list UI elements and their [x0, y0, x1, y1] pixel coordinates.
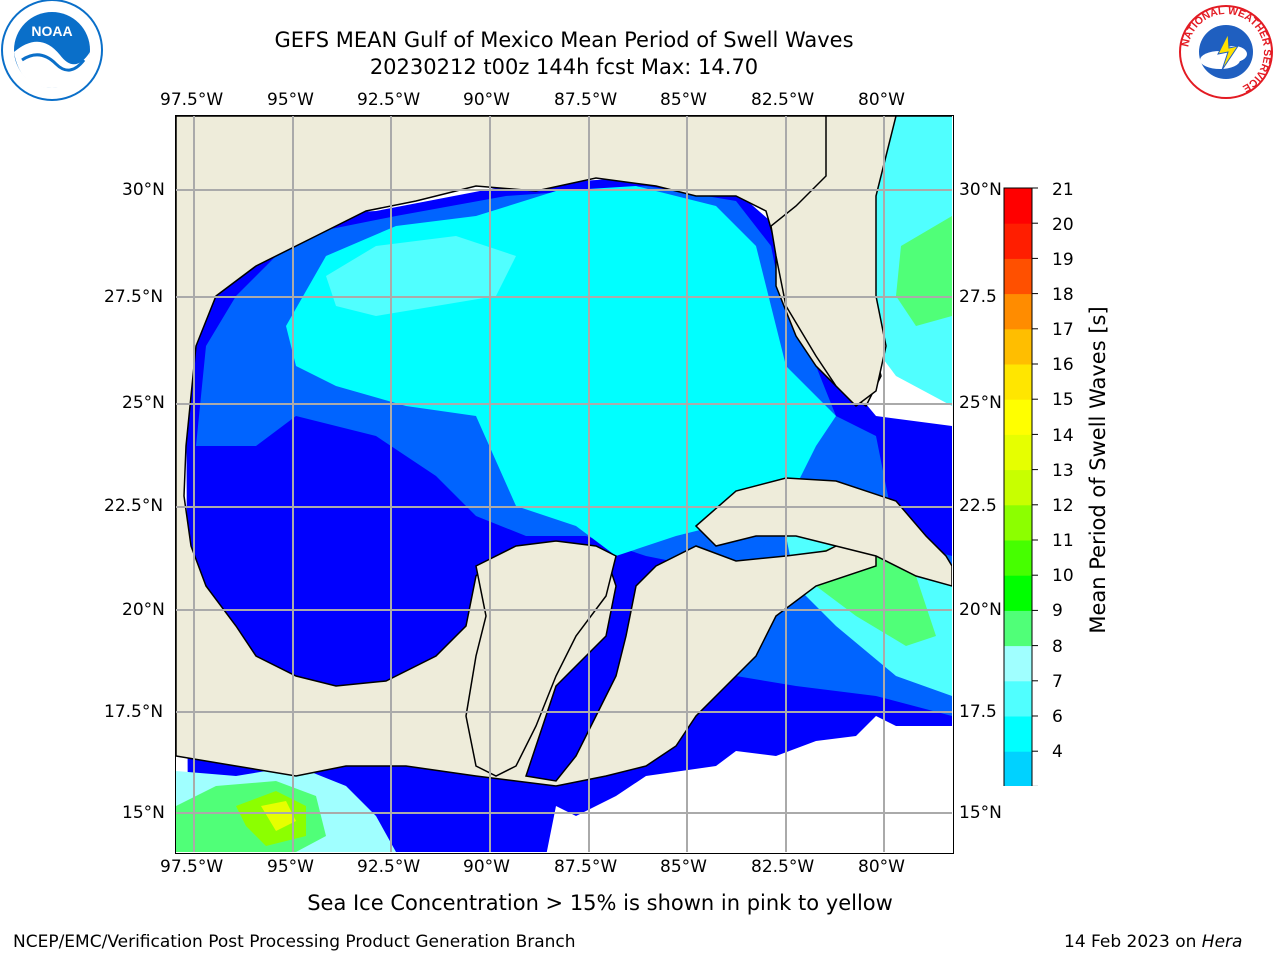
colorbar [1000, 186, 1066, 851]
footer-date: 14 Feb 2023 on Hera [1064, 932, 1242, 952]
colorbar-segment [1004, 645, 1032, 682]
svg-text:NOAA: NOAA [31, 23, 72, 39]
lat-label-left: 25°N [122, 393, 165, 413]
lat-label-right: 25°N [959, 393, 1002, 413]
colorbar-tick: 21 [1052, 180, 1074, 200]
colorbar-tick: 12 [1052, 496, 1074, 516]
lon-label-bottom: 87.5°W [554, 857, 618, 877]
colorbar-segment [1004, 469, 1032, 506]
lon-label-top: 90°W [463, 90, 510, 110]
lat-label-right: 20°N [959, 600, 1002, 620]
colorbar-segment [1004, 328, 1032, 365]
colorbar-segment [1004, 751, 1032, 787]
colorbar-tick: 9 [1052, 601, 1063, 621]
lon-label-top: 97.5°W [160, 90, 224, 110]
lon-label-top: 87.5°W [554, 90, 618, 110]
land-yucatan [465, 540, 617, 777]
colorbar-segment [1004, 293, 1032, 330]
lat-label-left: 15°N [122, 803, 165, 823]
colorbar-tick: 20 [1052, 215, 1074, 235]
noaa-logo: NOAA [0, 0, 104, 104]
colorbar-tick: 11 [1052, 531, 1074, 551]
colorbar-tick: 16 [1052, 355, 1074, 375]
colorbar-segment [1004, 188, 1032, 224]
colorbar-segment [1004, 680, 1032, 717]
lon-label-top: 85°W [660, 90, 707, 110]
lat-label-left: 20°N [122, 600, 165, 620]
lon-label-bottom: 97.5°W [160, 857, 224, 877]
lon-label-bottom: 80°W [858, 857, 905, 877]
colorbar-tick: 15 [1052, 390, 1074, 410]
lat-label-right: 27.5 [959, 287, 997, 307]
colorbar-segment [1004, 223, 1032, 259]
lat-label-right: 15°N [959, 803, 1002, 823]
lon-label-top: 82.5°W [751, 90, 815, 110]
lon-label-top: 92.5°W [357, 90, 421, 110]
land-florida [770, 115, 952, 407]
colorbar-tick: 19 [1052, 250, 1074, 270]
lat-label-right: 17.5 [959, 702, 997, 722]
nws-logo: NATIONAL WEATHER SERVICE [1178, 4, 1274, 100]
colorbar-segment [1004, 575, 1032, 611]
sea-ice-note: Sea Ice Concentration > 15% is shown in … [307, 891, 893, 915]
lat-label-left: 22.5°N [104, 496, 164, 516]
colorbar-graphic [1003, 187, 1038, 851]
colorbar-tick: 18 [1052, 285, 1074, 305]
lat-label-right: 22.5 [959, 496, 997, 516]
map-panel [175, 115, 954, 876]
lon-label-top: 95°W [267, 90, 314, 110]
lon-label-bottom: 95°W [267, 857, 314, 877]
map-canvas [175, 115, 953, 876]
colorbar-tick: 14 [1052, 426, 1074, 446]
colorbar-segment [1004, 610, 1032, 647]
colorbar-tick: 6 [1052, 707, 1063, 727]
chart-subtitle: 20230212 t00z 144h fcst Max: 14.70 [369, 55, 759, 79]
colorbar-tick: 4 [1052, 742, 1063, 762]
colorbar-segment [1004, 716, 1032, 752]
colorbar-tick: 10 [1052, 566, 1074, 586]
graticule [176, 116, 952, 852]
lon-label-bottom: 90°W [463, 857, 510, 877]
colorbar-segment [1004, 399, 1032, 435]
lon-label-bottom: 85°W [660, 857, 707, 877]
colorbar-segment [1004, 364, 1032, 400]
colorbar-segment [1004, 434, 1032, 471]
lat-label-right: 30°N [959, 180, 1002, 200]
colorbar-tick: 17 [1052, 320, 1074, 340]
lat-label-left: 27.5°N [104, 287, 164, 307]
footer-host: Hera [1201, 932, 1243, 952]
lat-label-left: 17.5°N [104, 702, 164, 722]
colorbar-segment [1004, 258, 1032, 295]
chart-title: GEFS MEAN Gulf of Mexico Mean Period of … [274, 28, 854, 52]
footer-date-text: 14 Feb 2023 on [1064, 932, 1202, 952]
colorbar-tick: 13 [1052, 461, 1074, 481]
colorbar-segment [1004, 540, 1032, 576]
colorbar-segment [1004, 504, 1032, 541]
colorbar-tick: 7 [1052, 672, 1063, 692]
colorbar-tick: 8 [1052, 637, 1063, 657]
lon-label-bottom: 82.5°W [751, 857, 815, 877]
lon-label-top: 80°W [858, 90, 905, 110]
swell-band-9-10-east [896, 216, 952, 326]
footer-credit: NCEP/EMC/Verification Post Processing Pr… [13, 932, 576, 952]
swell-pacific-yellow [261, 801, 296, 831]
lon-label-bottom: 92.5°W [357, 857, 421, 877]
lat-label-left: 30°N [122, 180, 165, 200]
